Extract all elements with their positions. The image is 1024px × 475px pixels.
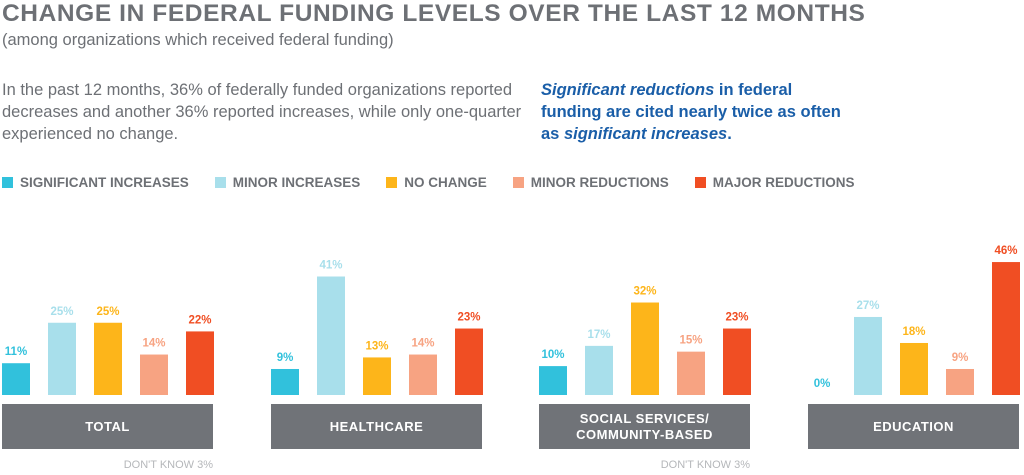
callout-end: . xyxy=(727,125,732,143)
bar xyxy=(677,351,705,395)
data-label: 11% xyxy=(5,346,27,358)
dont-know-note: DON'T KNOW 3% xyxy=(661,459,751,471)
chart-title: CHANGE IN FEDERAL FUNDING LEVELS OVER TH… xyxy=(2,0,866,27)
callout-emphasis-2: significant increases xyxy=(563,125,728,143)
data-label: 25% xyxy=(96,306,119,318)
bar xyxy=(900,342,928,395)
data-label: 27% xyxy=(856,300,879,312)
category-label: TOTAL xyxy=(85,419,130,434)
legend-label: MINOR INCREASES xyxy=(232,175,361,190)
legend-swatch xyxy=(214,177,226,188)
category-label: COMMUNITY-BASED xyxy=(576,427,713,442)
bar xyxy=(317,276,345,395)
bar xyxy=(854,316,882,395)
data-label: 17% xyxy=(587,329,610,341)
callout-text: Significant reductions in federal fundin… xyxy=(541,79,841,145)
category-box xyxy=(808,404,1019,449)
chart-subtitle: (among organizations which received fede… xyxy=(2,31,394,49)
data-label: 15% xyxy=(679,335,702,347)
legend-label: SIGNIFICANT INCREASES xyxy=(20,175,189,190)
dont-know-note: DON'T KNOW 3% xyxy=(124,459,214,471)
legend-item: MINOR REDUCTIONS xyxy=(512,175,669,190)
legend-label: NO CHANGE xyxy=(404,175,487,190)
bar xyxy=(271,368,299,395)
data-label: 9% xyxy=(277,352,294,364)
bar xyxy=(48,322,76,395)
data-label: 13% xyxy=(365,340,388,352)
legend-label: MAJOR REDUCTIONS xyxy=(712,175,855,190)
bar xyxy=(946,368,974,395)
data-label: 10% xyxy=(541,349,564,361)
bar xyxy=(455,328,483,395)
category-box xyxy=(539,404,750,449)
legend-item: SIGNIFICANT INCREASES xyxy=(2,175,189,190)
bar xyxy=(363,357,391,395)
data-label: 32% xyxy=(633,286,656,298)
legend-item: MAJOR REDUCTIONS xyxy=(694,175,855,190)
legend-item: MINOR INCREASES xyxy=(214,175,361,190)
data-label: 9% xyxy=(952,352,969,364)
legend-item: NO CHANGE xyxy=(386,175,487,190)
summary-text: In the past 12 months, 36% of federally … xyxy=(2,81,522,143)
category-box xyxy=(2,404,213,449)
legend-swatch xyxy=(512,177,524,188)
bar xyxy=(186,331,214,395)
bar xyxy=(631,302,659,395)
data-label: 0% xyxy=(814,378,831,390)
data-label: 25% xyxy=(50,306,73,318)
data-label: 14% xyxy=(142,338,165,350)
bar xyxy=(539,366,567,395)
category-label: EDUCATION xyxy=(873,419,954,434)
bar xyxy=(2,363,30,395)
data-label: 14% xyxy=(411,338,434,350)
bar xyxy=(409,354,437,395)
data-label: 46% xyxy=(994,245,1017,257)
bar xyxy=(140,354,168,395)
legend-swatch xyxy=(2,177,13,188)
callout-emphasis-1: Significant reductions xyxy=(541,81,715,99)
category-label: SOCIAL SERVICES/ xyxy=(580,411,710,426)
legend-label: MINOR REDUCTIONS xyxy=(530,175,669,190)
bar xyxy=(585,345,613,395)
data-label: 23% xyxy=(457,312,480,324)
bar xyxy=(723,328,751,395)
legend: SIGNIFICANT INCREASES MINOR INCREASES NO C… xyxy=(2,175,881,190)
bar xyxy=(94,322,122,395)
legend-swatch xyxy=(694,177,706,188)
callout-body: in federal funding are cited nearly twic… xyxy=(541,81,841,143)
data-label: 23% xyxy=(725,312,748,324)
bar xyxy=(992,262,1020,395)
category-label: HEALTHCARE xyxy=(330,419,424,434)
data-label: 18% xyxy=(902,326,925,338)
legend-swatch xyxy=(386,177,398,188)
data-label: 41% xyxy=(319,260,342,272)
category-box xyxy=(271,404,482,449)
data-label: 22% xyxy=(188,314,211,326)
